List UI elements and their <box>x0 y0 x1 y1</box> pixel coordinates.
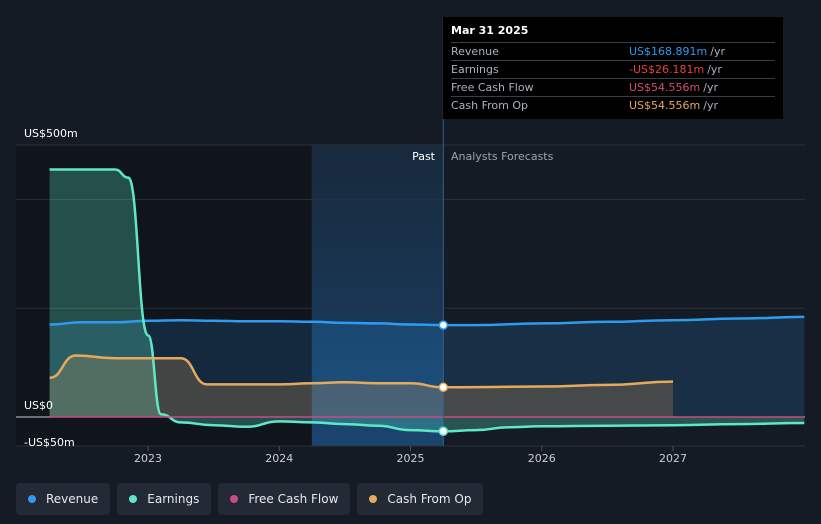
tooltip-label: Free Cash Flow <box>451 81 534 94</box>
tooltip-row-earnings: Earnings -US$26.181m /yr <box>451 60 775 78</box>
plot-background-left <box>16 145 311 446</box>
forecast-label: Analysts Forecasts <box>451 150 554 163</box>
tooltip-value: US$168.891m <box>629 45 708 58</box>
revenue-dot-icon <box>28 495 36 503</box>
tooltip-label: Cash From Op <box>451 99 529 112</box>
tooltip: Mar 31 2025 Revenue US$168.891m /yr Earn… <box>443 17 783 119</box>
x-tick-label: 2027 <box>659 452 687 465</box>
legend-item-earnings[interactable]: Earnings <box>117 483 212 515</box>
legend-label: Free Cash Flow <box>248 492 339 506</box>
past-label: Past <box>412 150 436 163</box>
revenue-area <box>49 316 805 417</box>
x-tick-label: 2025 <box>397 452 425 465</box>
legend-item-cash-from-op[interactable]: Cash From Op <box>357 483 484 515</box>
tooltip-unit: /yr <box>703 81 718 94</box>
cash-from-op-marker <box>438 382 449 393</box>
tooltip-unit: /yr <box>707 63 722 76</box>
legend-label: Earnings <box>147 492 200 506</box>
tooltip-value: US$54.556m <box>629 99 701 112</box>
tooltip-value: -US$26.181m <box>629 63 705 76</box>
y-tick-label: -US$50m <box>24 436 75 449</box>
cash-from-op-dot-icon <box>369 495 378 503</box>
tooltip-unit: /yr <box>703 99 718 112</box>
tooltip-label: Earnings <box>451 63 499 76</box>
legend-item-free-cash-flow[interactable]: Free Cash Flow <box>218 483 351 515</box>
tooltip-unit: /yr <box>710 45 725 58</box>
tooltip-row-revenue: Revenue US$168.891m /yr <box>451 42 775 60</box>
legend-label: Cash From Op <box>387 492 472 506</box>
earnings-dot-icon <box>129 495 138 503</box>
x-tick-label: 2023 <box>134 452 162 465</box>
x-tick-label: 2024 <box>265 452 293 465</box>
legend-label: Revenue <box>46 492 99 506</box>
earnings-marker <box>438 426 449 437</box>
free-cash-flow-dot-icon <box>230 495 239 503</box>
y-tick-label: US$0 <box>24 399 53 412</box>
past-shade <box>312 145 444 446</box>
tooltip-value: US$54.556m <box>629 81 701 94</box>
tooltip-row-free-cash-flow: Free Cash Flow US$54.556m /yr <box>451 78 775 96</box>
tooltip-row-cash-from-op: Cash From Op US$54.556m /yr <box>451 96 775 114</box>
x-tick-label: 2026 <box>528 452 556 465</box>
cash-from-op-area <box>49 355 674 417</box>
earnings-line <box>49 168 805 433</box>
tooltip-label: Revenue <box>451 45 499 58</box>
revenue-marker <box>438 320 449 330</box>
y-tick-label: US$500m <box>24 127 78 140</box>
legend-item-revenue[interactable]: Revenue <box>16 483 111 515</box>
tooltip-date: Mar 31 2025 <box>451 24 529 37</box>
revenue-line <box>49 315 805 327</box>
earnings-area <box>49 169 805 432</box>
legend: Revenue Earnings Free Cash Flow Cash Fro… <box>16 483 484 515</box>
cash-from-op-line <box>49 354 674 389</box>
